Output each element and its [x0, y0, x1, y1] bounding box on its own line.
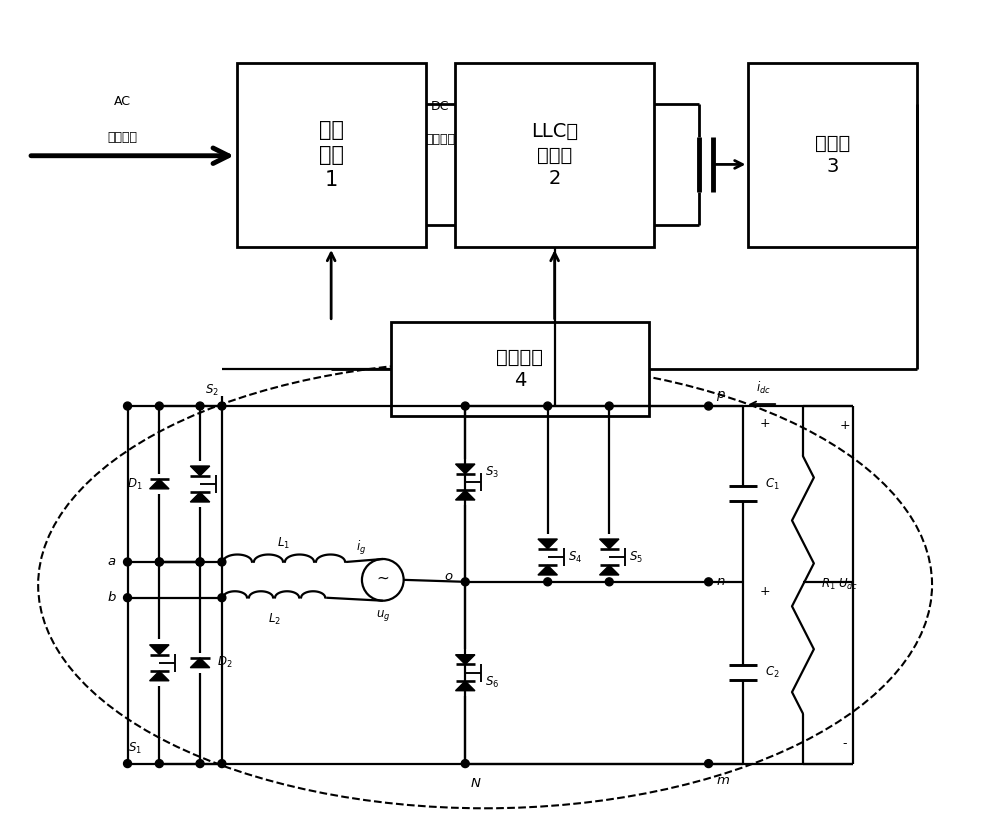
Circle shape [196, 558, 204, 566]
Circle shape [705, 402, 713, 410]
Text: b: b [107, 591, 116, 604]
Polygon shape [456, 490, 475, 500]
Circle shape [155, 402, 163, 410]
Text: 交流电压: 交流电压 [108, 131, 138, 144]
Circle shape [124, 759, 132, 768]
Text: 充电池
3: 充电池 3 [815, 134, 850, 177]
Bar [455, 63, 654, 247]
Text: ~: ~ [376, 571, 389, 585]
Text: $L_2$: $L_2$ [268, 612, 281, 626]
Circle shape [218, 558, 226, 566]
Circle shape [461, 759, 469, 768]
Text: +: + [839, 420, 850, 433]
Circle shape [124, 558, 132, 566]
Text: $u_g$: $u_g$ [376, 608, 390, 622]
Text: a: a [107, 556, 116, 568]
Text: $S_2$: $S_2$ [205, 383, 219, 398]
Text: -: - [842, 737, 847, 750]
Circle shape [218, 594, 226, 602]
Circle shape [705, 578, 713, 586]
Bar [391, 322, 649, 416]
Text: $R_1$: $R_1$ [821, 577, 835, 593]
Circle shape [461, 402, 469, 410]
Text: $S_1$: $S_1$ [128, 741, 142, 755]
Text: +: + [760, 417, 771, 430]
Polygon shape [150, 671, 169, 681]
Text: AC: AC [114, 95, 131, 108]
Polygon shape [150, 644, 169, 654]
Circle shape [544, 402, 552, 410]
Polygon shape [190, 493, 210, 502]
Circle shape [544, 578, 552, 586]
Bar [748, 63, 917, 247]
Text: $D_1$: $D_1$ [127, 476, 142, 492]
Bar [237, 63, 426, 247]
Text: n: n [717, 576, 725, 589]
Text: $D_2$: $D_2$ [217, 655, 232, 670]
Text: $i_g$: $i_g$ [356, 539, 366, 557]
Text: 直流电压: 直流电压 [425, 133, 455, 146]
Circle shape [155, 558, 163, 566]
Circle shape [461, 578, 469, 586]
Circle shape [605, 578, 613, 586]
Polygon shape [190, 658, 210, 667]
Text: $S_3$: $S_3$ [485, 465, 499, 479]
Text: o: o [444, 571, 452, 584]
Circle shape [196, 402, 204, 410]
Text: $C_1$: $C_1$ [765, 476, 780, 492]
Text: N: N [470, 777, 480, 790]
Polygon shape [538, 566, 557, 575]
Circle shape [124, 402, 132, 410]
Text: $C_2$: $C_2$ [765, 665, 780, 681]
Circle shape [155, 759, 163, 768]
Circle shape [605, 402, 613, 410]
Text: $S_4$: $S_4$ [568, 549, 582, 565]
Circle shape [196, 759, 204, 768]
Polygon shape [456, 654, 475, 664]
Polygon shape [538, 539, 557, 548]
Text: m: m [717, 773, 729, 787]
Text: $S_6$: $S_6$ [485, 675, 499, 690]
Text: DC: DC [431, 100, 450, 113]
Text: $U_{dc}$: $U_{dc}$ [838, 577, 858, 593]
Text: 控制系统
4: 控制系统 4 [496, 347, 543, 390]
Circle shape [155, 558, 163, 566]
Text: p: p [717, 388, 725, 401]
Text: LLC降
压电路
2: LLC降 压电路 2 [531, 122, 578, 188]
Circle shape [196, 558, 204, 566]
Polygon shape [150, 479, 169, 488]
Text: 整流
电路
1: 整流 电路 1 [319, 121, 344, 190]
Polygon shape [600, 539, 619, 548]
Text: $S_5$: $S_5$ [629, 549, 643, 565]
Circle shape [124, 594, 132, 602]
Text: +: + [760, 585, 771, 599]
Circle shape [218, 759, 226, 768]
Text: $i_{dc}$: $i_{dc}$ [756, 380, 771, 396]
Text: $L_1$: $L_1$ [277, 536, 290, 551]
Polygon shape [456, 681, 475, 690]
Polygon shape [190, 466, 210, 475]
Circle shape [705, 759, 713, 768]
Polygon shape [600, 566, 619, 575]
Polygon shape [456, 464, 475, 474]
Circle shape [218, 402, 226, 410]
